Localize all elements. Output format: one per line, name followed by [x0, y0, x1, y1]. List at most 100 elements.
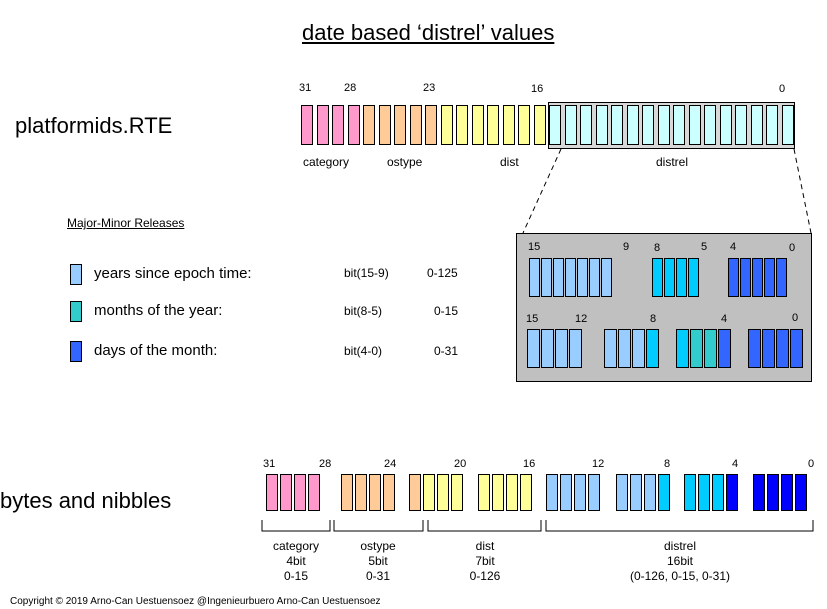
- legend-heading: Major-Minor Releases: [67, 216, 185, 230]
- legend-days-bits: bit(4-0): [344, 344, 383, 358]
- group-distrel-range: (0-126, 0-15, 0-31): [629, 569, 731, 583]
- bytes-bit-cell: [423, 474, 435, 511]
- zoom-row2-cell: [776, 329, 789, 368]
- zoom-row2-cell: [632, 329, 645, 368]
- bytes-bit-31: 31: [263, 458, 276, 470]
- zoom-row1-months-cell: [664, 258, 675, 297]
- group-distrel-name: distrel: [663, 539, 696, 553]
- legend-days-swatch: [70, 341, 82, 362]
- bytes-bit-cell: [616, 474, 628, 511]
- bytes-bit-cell: [409, 474, 421, 511]
- bytes-bit-cell: [658, 474, 670, 511]
- platformids-bit-28: 28: [344, 82, 357, 94]
- platformids-bit-cell: [549, 105, 561, 145]
- zoom-row1-days-cell: [728, 258, 739, 297]
- zoom-row1-months-cell: [676, 258, 687, 297]
- platformids-bit-cell: [456, 105, 468, 145]
- zoom-row2-bit-0: 0: [792, 312, 799, 324]
- zoom-row1-bit-9: 9: [623, 241, 630, 253]
- bytes-bit-cell: [451, 474, 463, 511]
- bytes-bit-cell: [369, 474, 381, 511]
- platformids-bit-cell: [735, 105, 747, 145]
- zoom-row1-bit-0: 0: [789, 242, 796, 254]
- platformids-bit-cell: [487, 105, 499, 145]
- group-distrel: distrel 16bit (0-126, 0-15, 0-31): [600, 539, 760, 584]
- bracket-ostype: [333, 520, 424, 532]
- zoom-row2-cell: [690, 329, 703, 368]
- platformids-bit-cell: [642, 105, 654, 145]
- zoom-row1-days-cell: [740, 258, 751, 297]
- platformids-bit-cell: [379, 105, 391, 145]
- platformids-bit-cell: [425, 105, 437, 145]
- group-ostype-size: 5bit: [368, 554, 388, 568]
- zoom-row1-bit-15: 15: [528, 241, 541, 253]
- platformids-bit-cell: [410, 105, 422, 145]
- group-category: category 4bit 0-15: [256, 539, 336, 584]
- platformids-bit-cell: [704, 105, 716, 145]
- field-label-dist: dist: [500, 155, 519, 169]
- bracket-category: [261, 520, 331, 532]
- zoom-row2-cell: [718, 329, 731, 368]
- zoom-row1-years-cell: [601, 258, 612, 297]
- platformids-bit-cell: [720, 105, 732, 145]
- bytes-bit-cell: [478, 474, 490, 511]
- bytes-bit-20: 20: [454, 458, 467, 470]
- zoom-row2-cell: [704, 329, 717, 368]
- bytes-bit-cell: [726, 474, 738, 511]
- bytes-bit-12: 12: [592, 458, 605, 470]
- zoom-row2-cell: [569, 329, 582, 368]
- bytes-bit-cell: [588, 474, 600, 511]
- zoom-row2-cell: [762, 329, 775, 368]
- legend-months-range: 0-15: [434, 304, 459, 318]
- bytes-bit-cell: [698, 474, 710, 511]
- platformids-bit-23: 23: [423, 82, 436, 94]
- platformids-bit-cell: [782, 105, 794, 145]
- platformids-bit-16: 16: [531, 83, 544, 95]
- legend-years-swatch: [70, 264, 82, 285]
- zoom-row2-cell: [618, 329, 631, 368]
- legend-years-range: 0-125: [427, 266, 458, 280]
- zoom-line-left: [522, 148, 562, 234]
- group-dist-name: dist: [475, 539, 495, 553]
- platformids-bit-cell: [317, 105, 329, 145]
- group-dist: dist 7bit 0-126: [445, 539, 525, 584]
- zoom-row1-bit-4: 4: [730, 241, 737, 253]
- platformids-bit-cell: [301, 105, 313, 145]
- zoom-row2-bit-4: 4: [721, 313, 728, 325]
- zoom-row2-cell: [790, 329, 803, 368]
- zoom-row2-cell: [541, 329, 554, 368]
- zoom-row2-cell: [555, 329, 568, 368]
- platformids-bit-cell: [332, 105, 344, 145]
- platformids-bit-31: 31: [299, 82, 312, 94]
- bytes-bit-cell: [341, 474, 353, 511]
- platformids-bit-cell: [565, 105, 577, 145]
- group-ostype-name: ostype: [360, 539, 396, 553]
- platformids-bit-cell: [394, 105, 406, 145]
- field-label-distrel: distrel: [656, 155, 689, 169]
- legend-years-label: years since epoch time:: [94, 265, 252, 282]
- group-ostype: ostype 5bit 0-31: [338, 539, 418, 584]
- bytes-bit-cell: [520, 474, 532, 511]
- platformids-bit-0: 0: [779, 83, 786, 95]
- group-category-range: 0-15: [283, 569, 309, 583]
- platformids-bit-cell: [751, 105, 763, 145]
- bytes-heading: bytes and nibbles: [0, 488, 172, 513]
- platformids-bit-cell: [472, 105, 484, 145]
- bytes-bit-24: 24: [384, 458, 397, 470]
- legend-months-label: months of the year:: [94, 302, 223, 319]
- platformids-bit-cell: [611, 105, 623, 145]
- zoom-row2-cell: [748, 329, 761, 368]
- group-category-size: 4bit: [286, 554, 306, 568]
- bytes-bit-28: 28: [319, 458, 332, 470]
- legend-months-bits: bit(8-5): [344, 304, 383, 318]
- group-distrel-size: 16bit: [666, 554, 694, 568]
- platformids-heading: platformids.RTE: [15, 113, 173, 138]
- zoom-row1-years-cell: [577, 258, 588, 297]
- bytes-bit-cell: [308, 474, 320, 511]
- group-category-name: category: [272, 539, 320, 553]
- group-ostype-range: 0-31: [365, 569, 391, 583]
- bytes-bit-cell: [560, 474, 572, 511]
- group-dist-range: 0-126: [469, 569, 501, 583]
- platformids-bit-cell: [534, 105, 546, 145]
- zoom-row1-years-cell: [529, 258, 540, 297]
